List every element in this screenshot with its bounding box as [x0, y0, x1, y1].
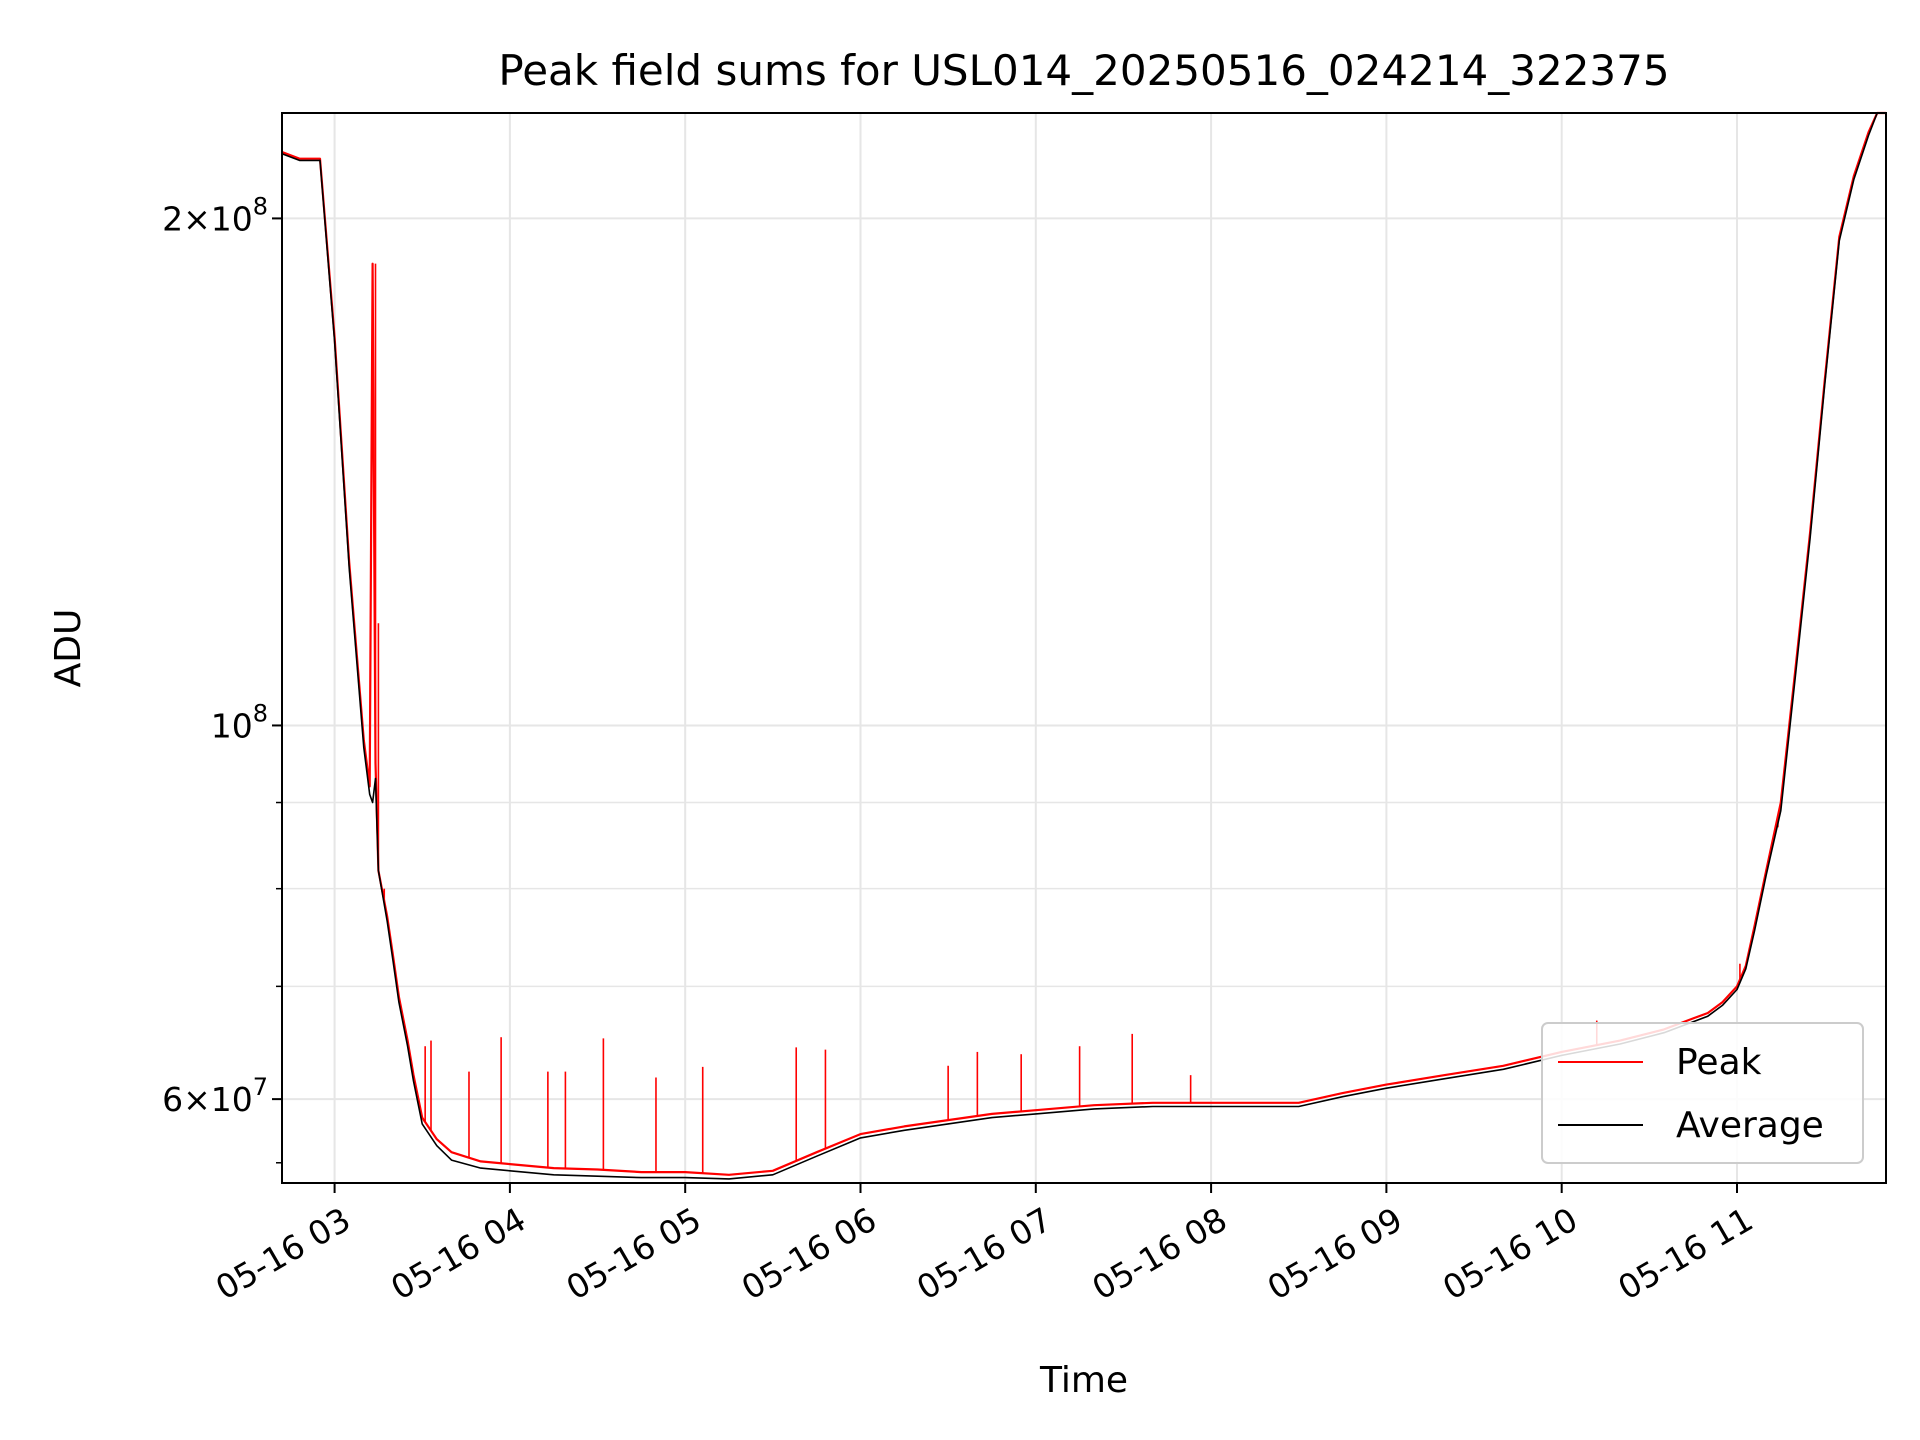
y-axis-label: ADU	[48, 609, 89, 688]
y-tick-exponent: 8	[253, 699, 268, 727]
legend-label-peak: Peak	[1676, 1042, 1762, 1083]
y-tick-exponent: 8	[253, 192, 268, 220]
x-axis-label: Time	[1039, 1360, 1128, 1401]
y-tick-base: 10	[211, 706, 253, 745]
y-tick-label: 108	[211, 699, 268, 745]
y-tick-label: 6×107	[162, 1073, 268, 1119]
y-tick-base: 2×10	[162, 199, 253, 238]
y-tick-exponent: 7	[253, 1073, 268, 1101]
plot-frame	[281, 112, 1887, 1184]
y-tick-base: 6×10	[162, 1080, 253, 1119]
y-tick-label: 2×108	[162, 192, 268, 238]
plot-series	[281, 111, 1886, 1180]
grid	[282, 113, 1886, 1183]
legend-box	[1541, 1022, 1864, 1164]
legend-label-average: Average	[1676, 1105, 1824, 1146]
series-line-average	[281, 112, 1886, 1180]
chart-title: Peak field sums for USL014_20250516_0242…	[498, 46, 1669, 95]
legend: Peak Average	[1541, 1022, 1864, 1164]
